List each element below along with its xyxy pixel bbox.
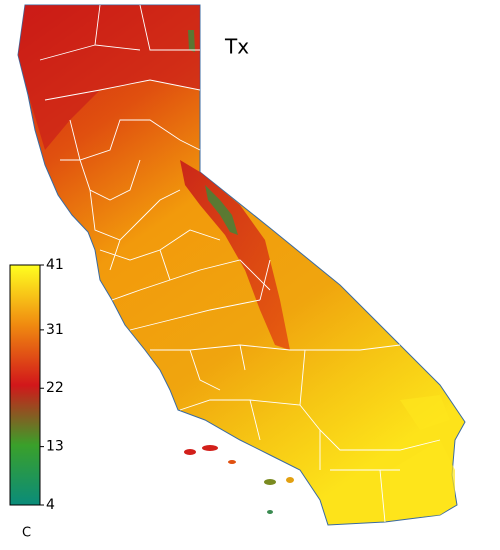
islands bbox=[184, 445, 294, 514]
sierra-ridge bbox=[180, 160, 290, 350]
colorbar-tick-label: 4 bbox=[46, 497, 55, 513]
county-lines bbox=[39, 4, 441, 523]
colorbar-tick-label: 13 bbox=[46, 439, 64, 455]
colorbar-tick-label: 31 bbox=[46, 322, 64, 338]
desert bbox=[390, 395, 455, 520]
colorbar-tick-label: 22 bbox=[46, 380, 64, 396]
colorbar bbox=[9, 264, 41, 506]
colorbar-unit: C bbox=[22, 526, 31, 541]
north-ridge bbox=[18, 5, 200, 150]
colorbar-tick-label: 41 bbox=[46, 257, 64, 273]
high-peaks bbox=[188, 30, 238, 235]
map-title: Tx bbox=[224, 35, 249, 59]
state-shape bbox=[17, 4, 466, 526]
